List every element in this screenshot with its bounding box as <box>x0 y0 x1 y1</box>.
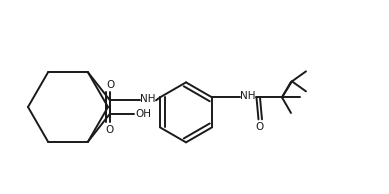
Text: O: O <box>107 80 115 90</box>
Text: O: O <box>256 122 264 132</box>
Text: NH: NH <box>140 94 156 104</box>
Text: NH: NH <box>240 91 256 101</box>
Text: OH: OH <box>135 109 151 119</box>
Text: O: O <box>106 125 114 135</box>
